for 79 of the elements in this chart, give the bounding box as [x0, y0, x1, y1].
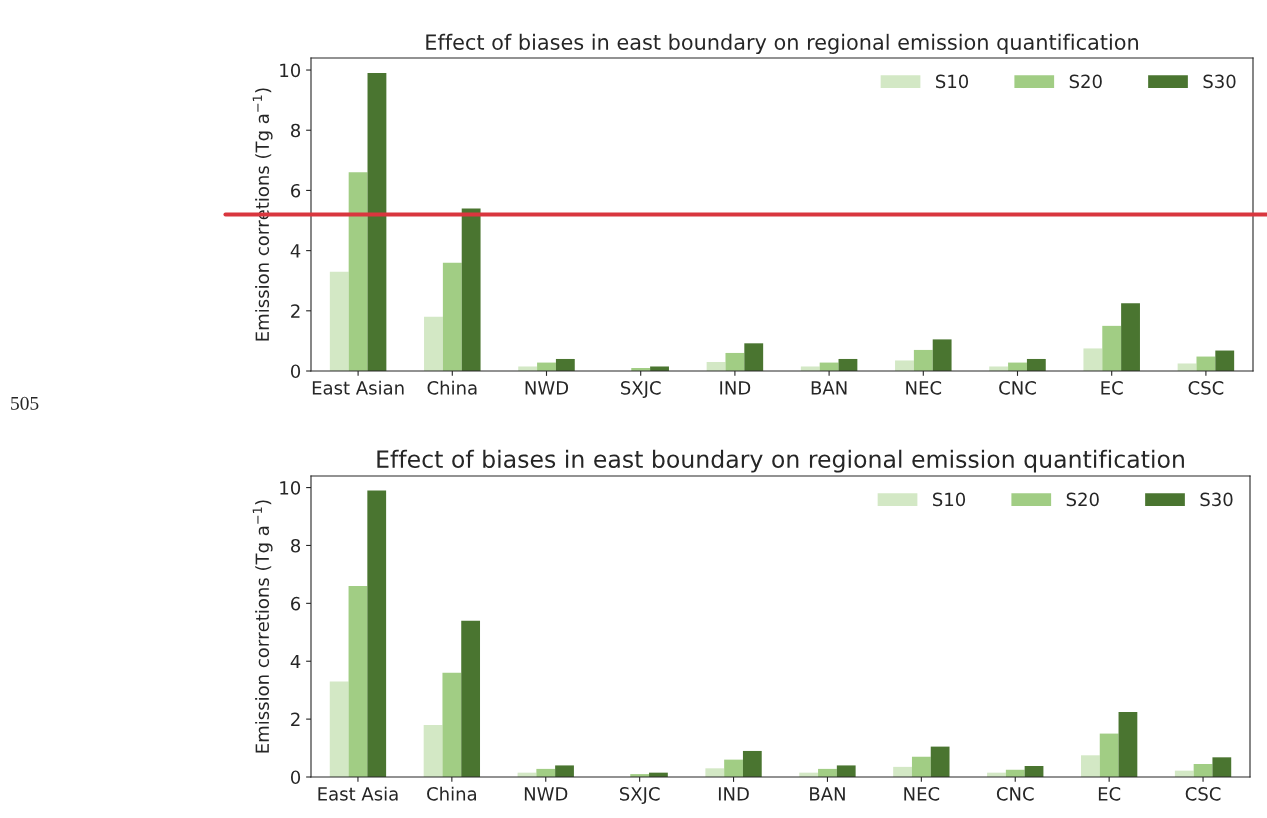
- bar: [724, 759, 743, 777]
- bar: [725, 352, 745, 371]
- bar: [1099, 733, 1119, 777]
- y-tick-label: 0: [290, 364, 301, 379]
- y-tick-label: 8: [291, 123, 301, 138]
- x-tick-label: IND: [720, 381, 751, 395]
- y-tick-label: 4: [290, 654, 301, 669]
- bar: [555, 358, 575, 371]
- x-tick-label: IND: [718, 787, 749, 801]
- bar: [367, 73, 387, 371]
- x-tick-label: CSC: [1185, 787, 1221, 801]
- legend-label: S30: [1200, 492, 1233, 507]
- bar: [1196, 356, 1216, 371]
- bar: [442, 672, 462, 777]
- bar: [1083, 348, 1103, 371]
- bar: [424, 316, 443, 371]
- legend-label: S10: [936, 74, 969, 89]
- y-tick-label: 2: [291, 304, 300, 318]
- y-tick-label: 10: [280, 63, 301, 78]
- bar: [742, 750, 762, 777]
- x-tick-label: China: [427, 380, 477, 395]
- bar: [461, 208, 481, 371]
- bar: [348, 585, 368, 777]
- y-tick-label: 4: [290, 244, 301, 258]
- x-tick-label: China: [427, 786, 476, 801]
- bar: [1026, 358, 1046, 371]
- x-tick-label: NWD: [525, 381, 569, 395]
- x-tick-label: EC: [1101, 381, 1123, 395]
- x-tick-label: SXJC: [621, 381, 661, 399]
- y-tick-label: 0: [290, 770, 301, 785]
- x-tick-label: NEC: [906, 381, 942, 395]
- bar: [932, 339, 952, 371]
- bar: [913, 349, 933, 371]
- legend-label: S20: [1066, 492, 1099, 507]
- x-tick-label: CNC: [996, 787, 1034, 801]
- bar: [1102, 325, 1122, 371]
- bar: [911, 756, 931, 777]
- bar: [893, 766, 912, 777]
- y-tick-label: 10: [280, 481, 301, 495]
- text: 505: [11, 396, 39, 410]
- bar: [461, 620, 481, 777]
- bar: [348, 172, 368, 371]
- bar: [836, 765, 856, 777]
- bar: [329, 271, 349, 371]
- x-tick-label: CSC: [1188, 381, 1224, 395]
- bar: [329, 681, 349, 777]
- y-tick-label: 8: [291, 538, 301, 553]
- x-tick-label: NWD: [524, 787, 568, 801]
- bar: [1215, 350, 1235, 371]
- bar: [744, 343, 764, 371]
- bar: [423, 724, 443, 777]
- chart-title: Effect of biases in east boundary on regional emission quantification: [426, 33, 1138, 54]
- x-tick-label: NEC: [904, 787, 940, 801]
- bar: [930, 746, 950, 777]
- x-tick-label: BAN: [811, 381, 847, 395]
- bar: [1118, 711, 1138, 777]
- y-axis-title: Emission corretions (Tg a$^{−1}$): [252, 500, 273, 753]
- x-tick-label: East Asian: [312, 380, 404, 395]
- legend-label: S10: [933, 492, 966, 507]
- x-tick-label: East Asia: [318, 786, 398, 801]
- chart-title: Effect of biases in east boundary on regional emission quantification: [377, 449, 1184, 473]
- x-tick-label: EC: [1098, 787, 1121, 801]
- y-tick-label: 6: [291, 596, 301, 611]
- x-tick-label: SXJC: [619, 787, 660, 805]
- legend-label: S20: [1069, 74, 1102, 89]
- y-axis-title: Emission corretions (Tg a$^{−1}$): [252, 88, 273, 341]
- bar: [1212, 757, 1232, 777]
- bar: [555, 765, 574, 777]
- bar: [895, 360, 914, 371]
- bar: [1080, 755, 1100, 777]
- legend-label: S30: [1203, 74, 1236, 89]
- x-tick-label: CNC: [999, 381, 1036, 395]
- y-tick-label: 6: [291, 183, 301, 198]
- bar: [367, 490, 387, 777]
- bar: [1121, 303, 1140, 371]
- bar: [442, 262, 462, 371]
- y-tick-label: 2: [291, 712, 300, 726]
- x-tick-label: BAN: [810, 787, 845, 801]
- bar: [705, 768, 725, 777]
